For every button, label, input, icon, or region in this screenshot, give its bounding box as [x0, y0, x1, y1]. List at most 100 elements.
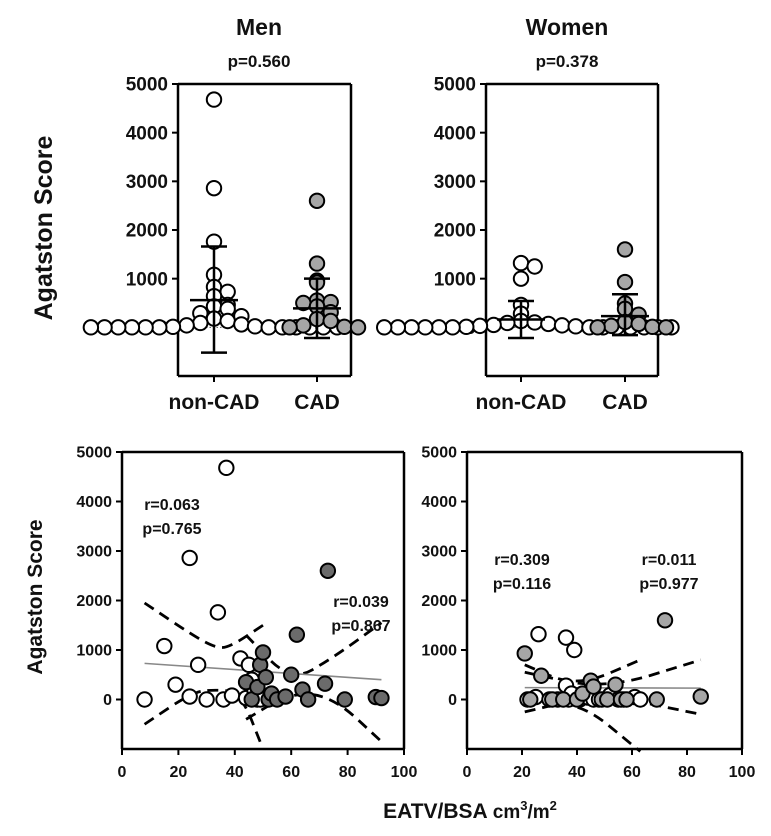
x-tick-label: 100: [391, 764, 418, 781]
stat-annotation: p=0.977: [639, 576, 698, 593]
y-tick-label: 0: [103, 692, 112, 709]
data-point: [471, 317, 489, 335]
y-tick-label: 2000: [126, 221, 168, 242]
data-point: [181, 549, 198, 567]
data-point: [295, 317, 312, 334]
y-tick-label: 2000: [421, 593, 457, 610]
data-point: [555, 691, 572, 708]
confidence-band-upper: [524, 658, 702, 686]
data-point: [630, 315, 647, 333]
stat-annotation: p=0.116: [493, 576, 551, 593]
x-tick-label: non-CAD: [169, 391, 260, 414]
data-point: [260, 319, 277, 336]
y-tick-label: 0: [448, 692, 457, 709]
data-point: [246, 318, 264, 335]
y-tick-label: 1000: [421, 643, 457, 660]
x-label-sup: 2: [550, 798, 557, 813]
panel-women-dotplot: Women p=0.378 010002000300040005000non-C…: [376, 14, 680, 414]
data-point: [205, 91, 223, 108]
panel-title: Women: [526, 14, 609, 40]
data-point: [430, 319, 448, 336]
data-point: [205, 179, 223, 197]
data-point: [233, 316, 250, 333]
x-tick-label: 80: [339, 764, 357, 781]
x-tick-label: 20: [513, 764, 531, 781]
data-point: [458, 318, 475, 336]
y-tick-label: 3000: [126, 172, 168, 193]
data-point: [516, 645, 533, 662]
data-point: [599, 691, 616, 708]
data-point: [526, 258, 543, 275]
data-point: [254, 644, 272, 661]
x-tick-label: 40: [226, 764, 244, 781]
panel-men-scatter: Agatston Score 0 1000 2000 3000 4000 5000 0 20 4…: [24, 445, 417, 781]
data-point: [589, 319, 606, 336]
y-tick-label: 2000: [76, 593, 112, 610]
data-point: [299, 691, 317, 708]
data-point: [281, 319, 298, 336]
data-point: [557, 629, 575, 646]
data-point: [308, 192, 326, 210]
y-tick-label: 5000: [126, 75, 168, 96]
data-point: [373, 689, 390, 707]
data-point: [522, 691, 539, 708]
data-point: [164, 318, 182, 336]
data-point: [417, 319, 434, 336]
data-point: [219, 312, 236, 330]
data-point: [209, 604, 227, 621]
data-point: [189, 656, 207, 674]
confidence-band-upper: [524, 658, 641, 683]
data-point: [322, 312, 339, 330]
x-label-unit-mid: /m: [527, 802, 549, 823]
y-tick-label: 5000: [76, 445, 112, 462]
confidence-band-lower: [143, 688, 265, 750]
y-tick-label: 3000: [421, 544, 457, 561]
y-tick-label: 5000: [434, 75, 476, 96]
data-point: [632, 691, 649, 708]
data-point: [319, 562, 337, 579]
data-point: [283, 666, 300, 683]
x-tick-label: 60: [623, 764, 641, 781]
data-point: [218, 459, 235, 477]
data-point: [316, 675, 334, 692]
data-point: [553, 317, 571, 334]
data-point: [198, 691, 215, 708]
x-label-sup: 3: [520, 798, 527, 813]
data-point: [566, 641, 583, 659]
y-tick-label: 1000: [434, 269, 476, 290]
data-point: [607, 676, 624, 693]
data-point: [444, 319, 461, 336]
data-point: [389, 319, 407, 336]
y-tick-label: 5000: [421, 445, 457, 462]
data-point: [692, 688, 709, 705]
data-point: [288, 626, 306, 643]
shared-x-axis-label: EATV/BSA cm3/m2: [383, 798, 557, 823]
y-tick-label: 4000: [126, 123, 168, 144]
y-tick-label: 4000: [421, 494, 457, 511]
confidence-band-lower: [524, 703, 642, 753]
data-point: [657, 319, 675, 336]
x-tick-label: 60: [282, 764, 300, 781]
data-point: [156, 637, 173, 655]
stat-annotation: p=0.867: [331, 618, 390, 635]
data-point: [136, 691, 153, 708]
data-point: [512, 254, 530, 272]
x-label-unit: cm: [493, 802, 520, 823]
data-point: [137, 319, 154, 336]
data-point: [512, 270, 530, 287]
y-tick-label: 2000: [434, 221, 476, 242]
data-point: [567, 318, 584, 335]
x-tick-label: 100: [729, 764, 756, 781]
data-point: [123, 319, 141, 336]
y-axis-label: Agatston Score: [24, 519, 47, 674]
x-tick-label: 0: [118, 764, 127, 781]
y-tick-label: 4000: [434, 123, 476, 144]
data-point: [308, 255, 326, 272]
data-point: [181, 688, 198, 705]
data-point: [644, 318, 661, 336]
stat-annotation: r=0.063: [144, 497, 200, 514]
y-tick-label: 4000: [76, 494, 112, 511]
data-point: [616, 273, 634, 291]
data-point: [178, 317, 195, 334]
data-point: [277, 688, 294, 705]
